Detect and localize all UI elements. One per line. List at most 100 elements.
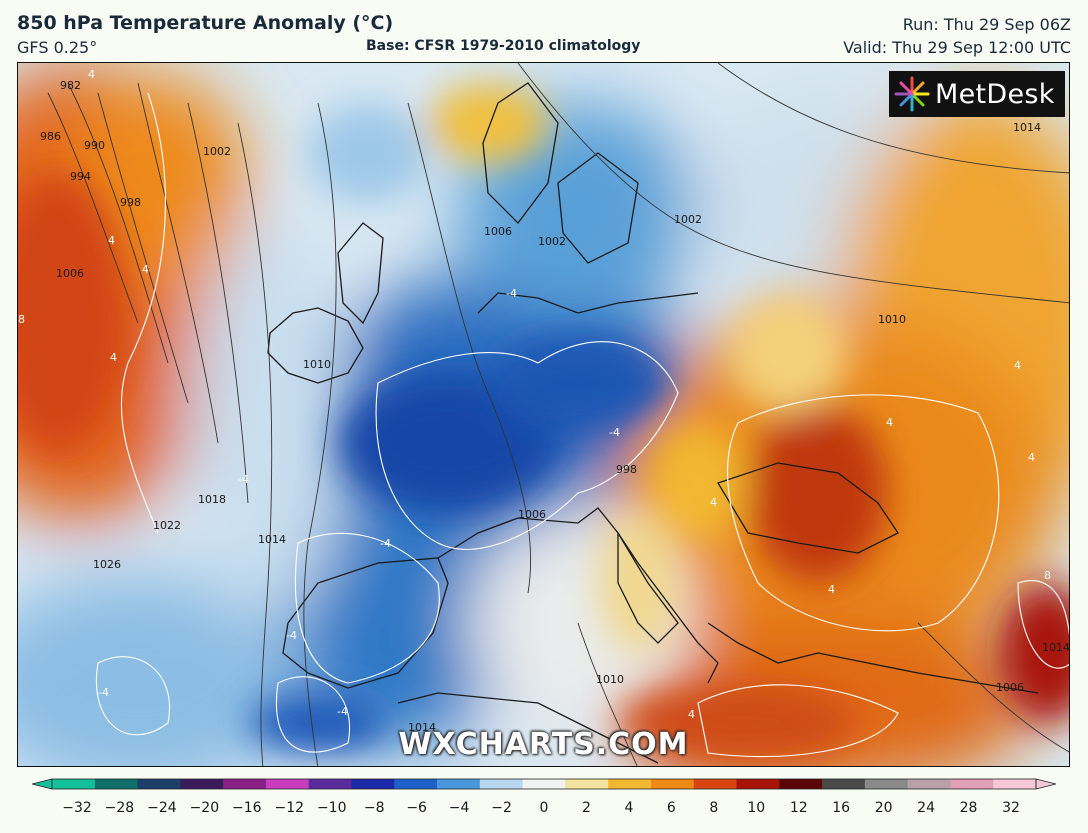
isobar-label: 1006 [484, 225, 512, 238]
anomaly-label: 4 [886, 416, 893, 429]
isobars [47, 63, 1069, 766]
colorbar-swatch [693, 779, 738, 789]
colorbar-tick-label: 4 [624, 800, 633, 816]
isobar-label: 1010 [596, 673, 624, 686]
metdesk-starburst-icon [894, 76, 930, 112]
colorbar-tick-label: −16 [232, 800, 262, 816]
isobar-label: 998 [120, 196, 141, 209]
isobar-label: 1002 [538, 235, 566, 248]
anomaly-label: -4 [506, 287, 517, 300]
metdesk-logo-text: MetDesk [935, 78, 1055, 110]
wxcharts-watermark: WXCHARTS.COM [398, 727, 689, 762]
anomaly-label: -4 [98, 686, 109, 699]
isobar-label: 1010 [878, 313, 906, 326]
colorbar-swatch [522, 779, 566, 789]
colorbar-tick-label: 6 [667, 800, 676, 816]
colorbar-tick-label: −28 [105, 800, 135, 816]
isobar-label: 1014 [408, 721, 436, 734]
isobar-label: 1006 [56, 267, 84, 280]
colorbar-tick-label: −24 [147, 800, 177, 816]
isobar-label: 1010 [303, 358, 331, 371]
anomaly-label: 4 [108, 234, 115, 247]
colorbar-tick-label: 10 [747, 800, 765, 816]
colorbar-tick-label: −32 [62, 800, 92, 816]
isobar-label: 982 [60, 79, 81, 92]
isobar-label: 1014 [258, 533, 286, 546]
isobar-label: 990 [84, 139, 105, 152]
colorbar-swatch [180, 779, 224, 789]
colorbar-swatch [94, 779, 139, 789]
colorbar-tick-label: −10 [317, 800, 347, 816]
colorbar-swatch [265, 779, 310, 789]
coastlines [267, 82, 1039, 764]
colorbar-tick-label: 32 [1002, 800, 1020, 816]
anomaly-label: -4 [380, 537, 391, 550]
colorbar-swatch [907, 779, 951, 789]
isobar-labels: 982 986 990 994 998 1002 1006 1010 1018 … [40, 79, 1069, 734]
temperature-anomaly-map[interactable]: 982 986 990 994 998 1002 1006 1010 1018 … [17, 62, 1070, 767]
colorbar-swatch [650, 779, 695, 789]
colorbar-tick-label: −2 [491, 800, 512, 816]
isobar-label: 1018 [198, 493, 226, 506]
colorbar-swatch [822, 779, 866, 789]
colorbar-tick-label: −8 [364, 800, 385, 816]
colorbar-min-arrow [31, 778, 53, 790]
colorbar-tick-label: 28 [960, 800, 978, 816]
anomaly-label: -4 [609, 426, 620, 439]
anomaly-label: 4 [110, 351, 117, 364]
colorbar-legend: −32 −28 −24 −20 −16 −12 −10 −8 −6 −4 −2 0 2 4 6 8 10 12 16… [31, 778, 1057, 816]
valid-time-label: Valid: Thu 29 Sep 12:00 UTC [843, 38, 1071, 57]
colorbar-tick-label: 20 [875, 800, 893, 816]
colorbar-tick-label: 0 [540, 800, 549, 816]
run-time-label: Run: Thu 29 Sep 06Z [902, 15, 1071, 34]
isobar-label: 1026 [93, 558, 121, 571]
colorbar-swatch [950, 779, 994, 789]
anomaly-label: -4 [238, 473, 249, 486]
colorbar-swatch [736, 779, 780, 789]
colorbar-tick-label: 16 [832, 800, 850, 816]
anomaly-contours [96, 92, 1069, 758]
map-canvas: 982 986 990 994 998 1002 1006 1010 1018 … [18, 63, 1069, 766]
colorbar-tick-label: 2 [582, 800, 591, 816]
isobar-label: 1006 [996, 681, 1024, 694]
anomaly-label: 8 [18, 313, 25, 326]
metdesk-logo: MetDesk [889, 71, 1065, 117]
anomaly-label: -4 [337, 705, 348, 718]
colorbar-swatch [479, 779, 524, 789]
colorbar-swatch [137, 779, 181, 789]
anomaly-label: 4 [688, 708, 695, 721]
chart-title: 850 hPa Temperature Anomaly (°C) [17, 12, 394, 34]
isobar-label: 1002 [674, 213, 702, 226]
colorbar-swatch [394, 779, 438, 789]
colorbar-tick-label: −6 [406, 800, 427, 816]
colorbar-border [51, 778, 1037, 790]
colorbar-swatch [223, 779, 267, 789]
colorbar-swatch [308, 779, 352, 789]
base-climatology-label: Base: CFSR 1979-2010 climatology [366, 38, 641, 54]
colorbar-tick-label: 12 [790, 800, 808, 816]
model-label: GFS 0.25° [17, 38, 98, 57]
isobar-label: 1022 [153, 519, 181, 532]
anomaly-label: 4 [828, 583, 835, 596]
colorbar-tick-label: −12 [274, 800, 304, 816]
isobar-label: 1002 [203, 145, 231, 158]
anomaly-label: 4 [710, 496, 717, 509]
colorbar-swatch [52, 779, 96, 789]
isobar-label: 986 [40, 130, 61, 143]
anomaly-label: 8 [1044, 569, 1051, 582]
anomaly-label: 4 [142, 263, 149, 276]
isobar-label: 998 [616, 463, 637, 476]
colorbar-tick-label: −4 [449, 800, 470, 816]
anomaly-label: 4 [1028, 451, 1035, 464]
isobar-label: 1014 [1013, 121, 1041, 134]
isobar-label: 994 [70, 170, 91, 183]
anomaly-label: 4 [88, 68, 95, 81]
anomaly-label: 4 [1014, 359, 1021, 372]
colorbar-swatch [608, 779, 652, 789]
colorbar-swatch [993, 779, 1037, 789]
colorbar-max-arrow [1035, 778, 1057, 790]
colorbar-swatch [565, 779, 609, 789]
colorbar-tick-label: −20 [190, 800, 220, 816]
anomaly-field-detail [18, 83, 1069, 763]
colorbar-swatch [351, 779, 395, 789]
